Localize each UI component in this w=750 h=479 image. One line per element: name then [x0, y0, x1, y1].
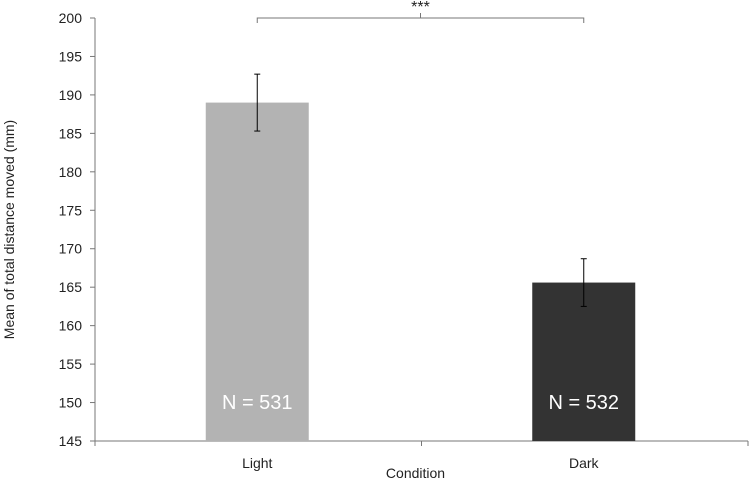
- bar: [532, 282, 636, 441]
- x-tick-label: Light: [242, 455, 272, 471]
- x-axis: Light Dark: [94, 440, 749, 471]
- y-tick-label: 190: [59, 87, 83, 103]
- error-bars: [254, 73, 587, 307]
- y-axis: 145 150 155 160 165 170 175 180 185 190 195 200: [59, 10, 96, 449]
- significance-bracket: ***: [256, 0, 585, 23]
- y-tick-label: 155: [59, 356, 83, 372]
- x-tick-label: Dark: [569, 455, 600, 471]
- significance-label: ***: [411, 0, 430, 16]
- x-axis-label: Condition: [386, 465, 445, 479]
- bracket-line: [256, 17, 585, 23]
- bar: [205, 102, 309, 441]
- bar-label: N = 532: [548, 392, 619, 414]
- y-axis-label: Mean of total distance moved (mm): [1, 120, 17, 339]
- y-tick-label: 200: [59, 10, 83, 26]
- y-tick-label: 175: [59, 202, 83, 218]
- y-tick-label: 185: [59, 125, 83, 141]
- y-tick-label: 165: [59, 279, 83, 295]
- y-tick-label: 195: [59, 48, 83, 64]
- y-tick-label: 170: [59, 241, 83, 257]
- y-tick-label: 145: [59, 433, 83, 449]
- y-tick-label: 160: [59, 318, 83, 334]
- y-tick-label: 180: [59, 164, 83, 180]
- bars: N = 531 N = 532: [205, 102, 636, 441]
- y-tick-label: 150: [59, 395, 83, 411]
- bar-label: N = 531: [222, 392, 293, 414]
